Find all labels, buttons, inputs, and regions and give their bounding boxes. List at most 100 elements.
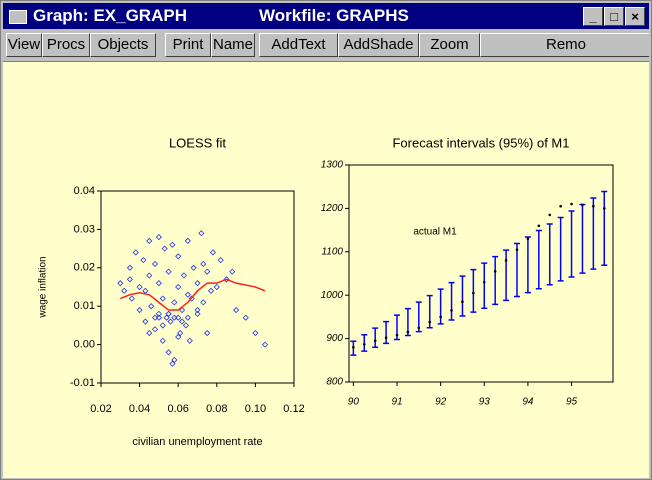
actual-point (384, 336, 388, 340)
error-bar (470, 268, 477, 313)
toolbar-button[interactable]: AddText (259, 33, 338, 57)
scatter-point (175, 283, 182, 291)
x-tick-label: 93 (479, 397, 491, 408)
scatter-point (186, 337, 193, 344)
scatter-point (126, 276, 134, 283)
actual-point (504, 259, 508, 262)
scatter-point (146, 330, 153, 337)
error-bar (546, 223, 553, 286)
actual-point (515, 248, 519, 251)
toolbar-button[interactable]: Procs (42, 33, 90, 57)
scatter-point (146, 272, 153, 279)
y-tick-label: 800 (326, 377, 343, 388)
x-tick-label: 0.10 (245, 403, 266, 415)
y-tick-label: 0.00 (74, 339, 95, 351)
scatter-point (151, 260, 159, 268)
plot-frame (100, 190, 295, 384)
y-tick-label: 900 (326, 333, 343, 344)
actual-point (482, 280, 486, 284)
actual-point (450, 309, 453, 312)
actual-point (362, 342, 366, 346)
toolbar-button[interactable]: Remo (480, 33, 649, 57)
scatter-point (182, 322, 189, 329)
scatter-point (200, 299, 207, 306)
toolbar-button[interactable]: Print (165, 33, 211, 57)
scatter-point (159, 322, 166, 329)
scatter-point (207, 287, 215, 294)
title-bar: Graph: EX_GRAPH Workfile: GRAPHS _ □ × (3, 3, 649, 29)
actual-point (472, 291, 475, 295)
y-tick-label: 0.04 (74, 185, 95, 197)
scatter-point (194, 306, 201, 314)
scatter-point (204, 330, 211, 337)
actual-point (537, 224, 541, 228)
plot-frame (348, 164, 614, 383)
scatter-point (194, 310, 201, 317)
scatter-point (204, 268, 211, 275)
error-bar (503, 249, 510, 302)
scatter-point (178, 318, 186, 325)
actual-point (417, 326, 421, 330)
scatter-point (121, 287, 128, 294)
actual-point (548, 213, 552, 217)
x-tick-label: 94 (522, 397, 534, 408)
x-tick-label: 0.06 (167, 403, 188, 415)
error-bar (459, 275, 466, 317)
scatter-point (242, 314, 249, 321)
maximize-button[interactable]: □ (604, 7, 624, 26)
scatter-point (128, 295, 135, 302)
error-bar (361, 333, 368, 352)
x-tick-label: 0.08 (206, 403, 227, 415)
scatter-point (213, 283, 220, 291)
scatter-point (155, 310, 162, 317)
scatter-point (209, 249, 217, 256)
error-bar (524, 236, 531, 294)
scatter-point (184, 291, 191, 298)
scatter-point (233, 306, 240, 314)
actual-point (395, 333, 399, 337)
actual-point (602, 207, 606, 210)
toolbar-button[interactable]: Objects (90, 33, 156, 57)
toolbar-button[interactable]: AddShade (338, 33, 419, 57)
scatter-point (194, 280, 201, 287)
y-tick-label: 1000 (321, 290, 344, 301)
scatter-point (171, 356, 178, 364)
scatter-point (163, 314, 170, 321)
error-bar (535, 229, 542, 290)
scatter-point (140, 257, 147, 264)
scatter-point (155, 280, 162, 287)
minimize-button[interactable]: _ (583, 7, 603, 26)
scatter-point (223, 276, 230, 283)
scatter-point (146, 237, 153, 244)
toolbar-button[interactable]: Zoom (419, 33, 480, 57)
y-tick-label: 1200 (321, 203, 344, 214)
scatter-point (175, 253, 182, 260)
error-bar (579, 203, 586, 274)
x-tick-label: 92 (435, 397, 447, 408)
scatter-point (184, 237, 191, 244)
y-tick-label: 1100 (321, 246, 343, 257)
actual-point (352, 345, 355, 349)
x-axis-label: civilian unemployment rate (132, 436, 262, 448)
scatter-point (159, 295, 166, 302)
toolbar-button[interactable]: Name (211, 33, 255, 57)
x-tick-label: 90 (348, 397, 360, 408)
scatter-point (136, 306, 143, 314)
actual-point (373, 339, 377, 343)
scatter-point (188, 295, 195, 302)
annotation: actual M1 (413, 227, 457, 238)
actual-point (461, 300, 464, 304)
workfile-name: Workfile: GRAPHS (259, 6, 409, 25)
close-button[interactable]: × (625, 7, 645, 26)
loess-line (120, 278, 266, 311)
error-bar (481, 262, 488, 309)
actual-point (406, 330, 410, 334)
scatter-point (190, 264, 197, 271)
actual-point (439, 315, 442, 319)
toolbar-button[interactable]: View (6, 33, 42, 57)
scatter-point (142, 287, 149, 294)
scatter-point (155, 234, 162, 241)
scatter-point (151, 314, 159, 321)
scatter-point (159, 337, 166, 344)
